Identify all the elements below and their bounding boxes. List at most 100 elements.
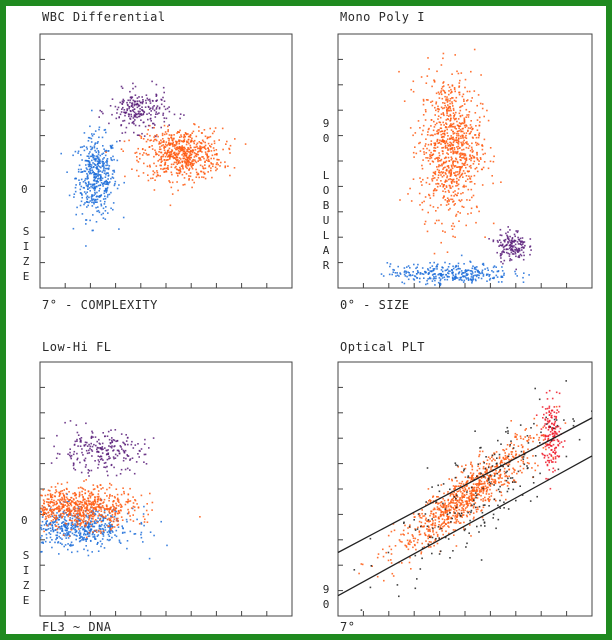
scatter-point	[160, 156, 162, 158]
scatter-point	[98, 524, 101, 527]
scatter-point	[462, 489, 465, 492]
scatter-point	[84, 502, 86, 505]
scatter-point	[451, 182, 453, 185]
scatter-point	[109, 523, 111, 526]
scatter-point	[453, 225, 456, 228]
scatter-point	[429, 528, 431, 531]
scatter-point	[224, 166, 226, 169]
scatter-point	[63, 510, 66, 512]
scatter-point	[439, 130, 442, 133]
scatter-point	[86, 522, 88, 524]
scatter-point	[165, 159, 168, 161]
scatter-point	[88, 517, 91, 520]
scatter-point	[463, 156, 465, 159]
scatter-point	[463, 103, 466, 105]
scatter-point	[107, 508, 110, 510]
scatter-point	[96, 168, 98, 170]
scatter-point	[478, 124, 481, 127]
scatter-point	[156, 174, 159, 176]
scatter-point	[442, 152, 444, 155]
scatter-point	[117, 499, 120, 501]
scatter-point	[507, 241, 509, 243]
scatter-point	[476, 269, 479, 272]
scatter-point	[518, 256, 521, 259]
scatter-point	[464, 507, 467, 509]
scatter-point	[168, 158, 171, 160]
scatter-point	[136, 100, 139, 102]
scatter-point	[132, 121, 134, 124]
scatter-point	[431, 265, 434, 267]
scatter-point	[104, 523, 107, 525]
scatter-point	[470, 180, 473, 183]
scatter-point	[93, 133, 95, 135]
scatter-point	[462, 164, 465, 166]
scatter-point	[183, 171, 186, 173]
scatter-point	[470, 491, 473, 494]
scatter-point	[117, 517, 119, 520]
scatter-point	[450, 194, 453, 197]
scatter-point	[464, 270, 466, 272]
scatter-point	[188, 135, 191, 137]
scatter-point	[461, 273, 463, 276]
scatter-point	[164, 143, 167, 146]
scatter-point	[502, 246, 505, 249]
scatter-point	[92, 509, 94, 512]
scatter-point	[445, 141, 448, 143]
scatter-point	[190, 149, 192, 152]
scatter-point	[56, 531, 59, 534]
scatter-point	[461, 495, 463, 497]
scatter-point	[411, 534, 414, 536]
scatter-point	[491, 277, 494, 279]
scatter-point	[128, 107, 130, 110]
scatter-point	[446, 200, 449, 202]
scatter-point	[98, 513, 100, 515]
scatter-point	[451, 498, 454, 501]
scatter-point	[79, 146, 82, 149]
scatter-point	[170, 134, 173, 136]
scatter-point	[507, 236, 509, 239]
scatter-point	[72, 515, 74, 517]
scatter-point	[86, 206, 88, 208]
scatter-point	[511, 455, 514, 458]
scatter-point	[64, 522, 67, 525]
scatter-point	[155, 175, 158, 178]
scatter-point	[448, 478, 450, 480]
scatter-point	[207, 147, 209, 149]
scatter-point	[74, 190, 77, 193]
scatter-point	[61, 515, 63, 518]
scatter-point	[107, 533, 110, 536]
scatter-point	[458, 172, 461, 175]
scatter-point	[429, 157, 431, 160]
scatter-point	[436, 508, 439, 511]
scatter-point	[163, 124, 166, 127]
scatter-point	[219, 165, 221, 167]
scatter-point	[469, 127, 472, 130]
scatter-point	[138, 449, 141, 452]
scatter-point	[452, 178, 455, 181]
scatter-point	[88, 519, 90, 521]
scatter-point	[65, 512, 67, 514]
scatter-point	[437, 206, 439, 209]
scatter-point	[46, 501, 48, 503]
scatter-point	[465, 493, 468, 496]
scatter-point	[130, 110, 132, 113]
scatter-point	[164, 162, 166, 165]
scatter-point	[73, 450, 76, 453]
scatter-point	[189, 136, 192, 138]
scatter-point	[458, 179, 460, 181]
scatter-point	[440, 180, 442, 182]
scatter-point	[129, 459, 131, 461]
scatter-point	[148, 447, 150, 449]
scatter-point	[150, 114, 152, 116]
scatter-point	[449, 148, 452, 151]
scatter-point	[107, 168, 110, 171]
scatter-point	[461, 272, 464, 274]
scatter-point	[52, 512, 55, 515]
scatter-point	[214, 127, 217, 129]
scatter-point	[456, 120, 458, 123]
scatter-point	[208, 136, 210, 139]
scatter-point	[83, 548, 85, 551]
scatter-point	[147, 179, 150, 182]
scatter-point	[87, 163, 90, 166]
scatter-point	[89, 530, 92, 532]
